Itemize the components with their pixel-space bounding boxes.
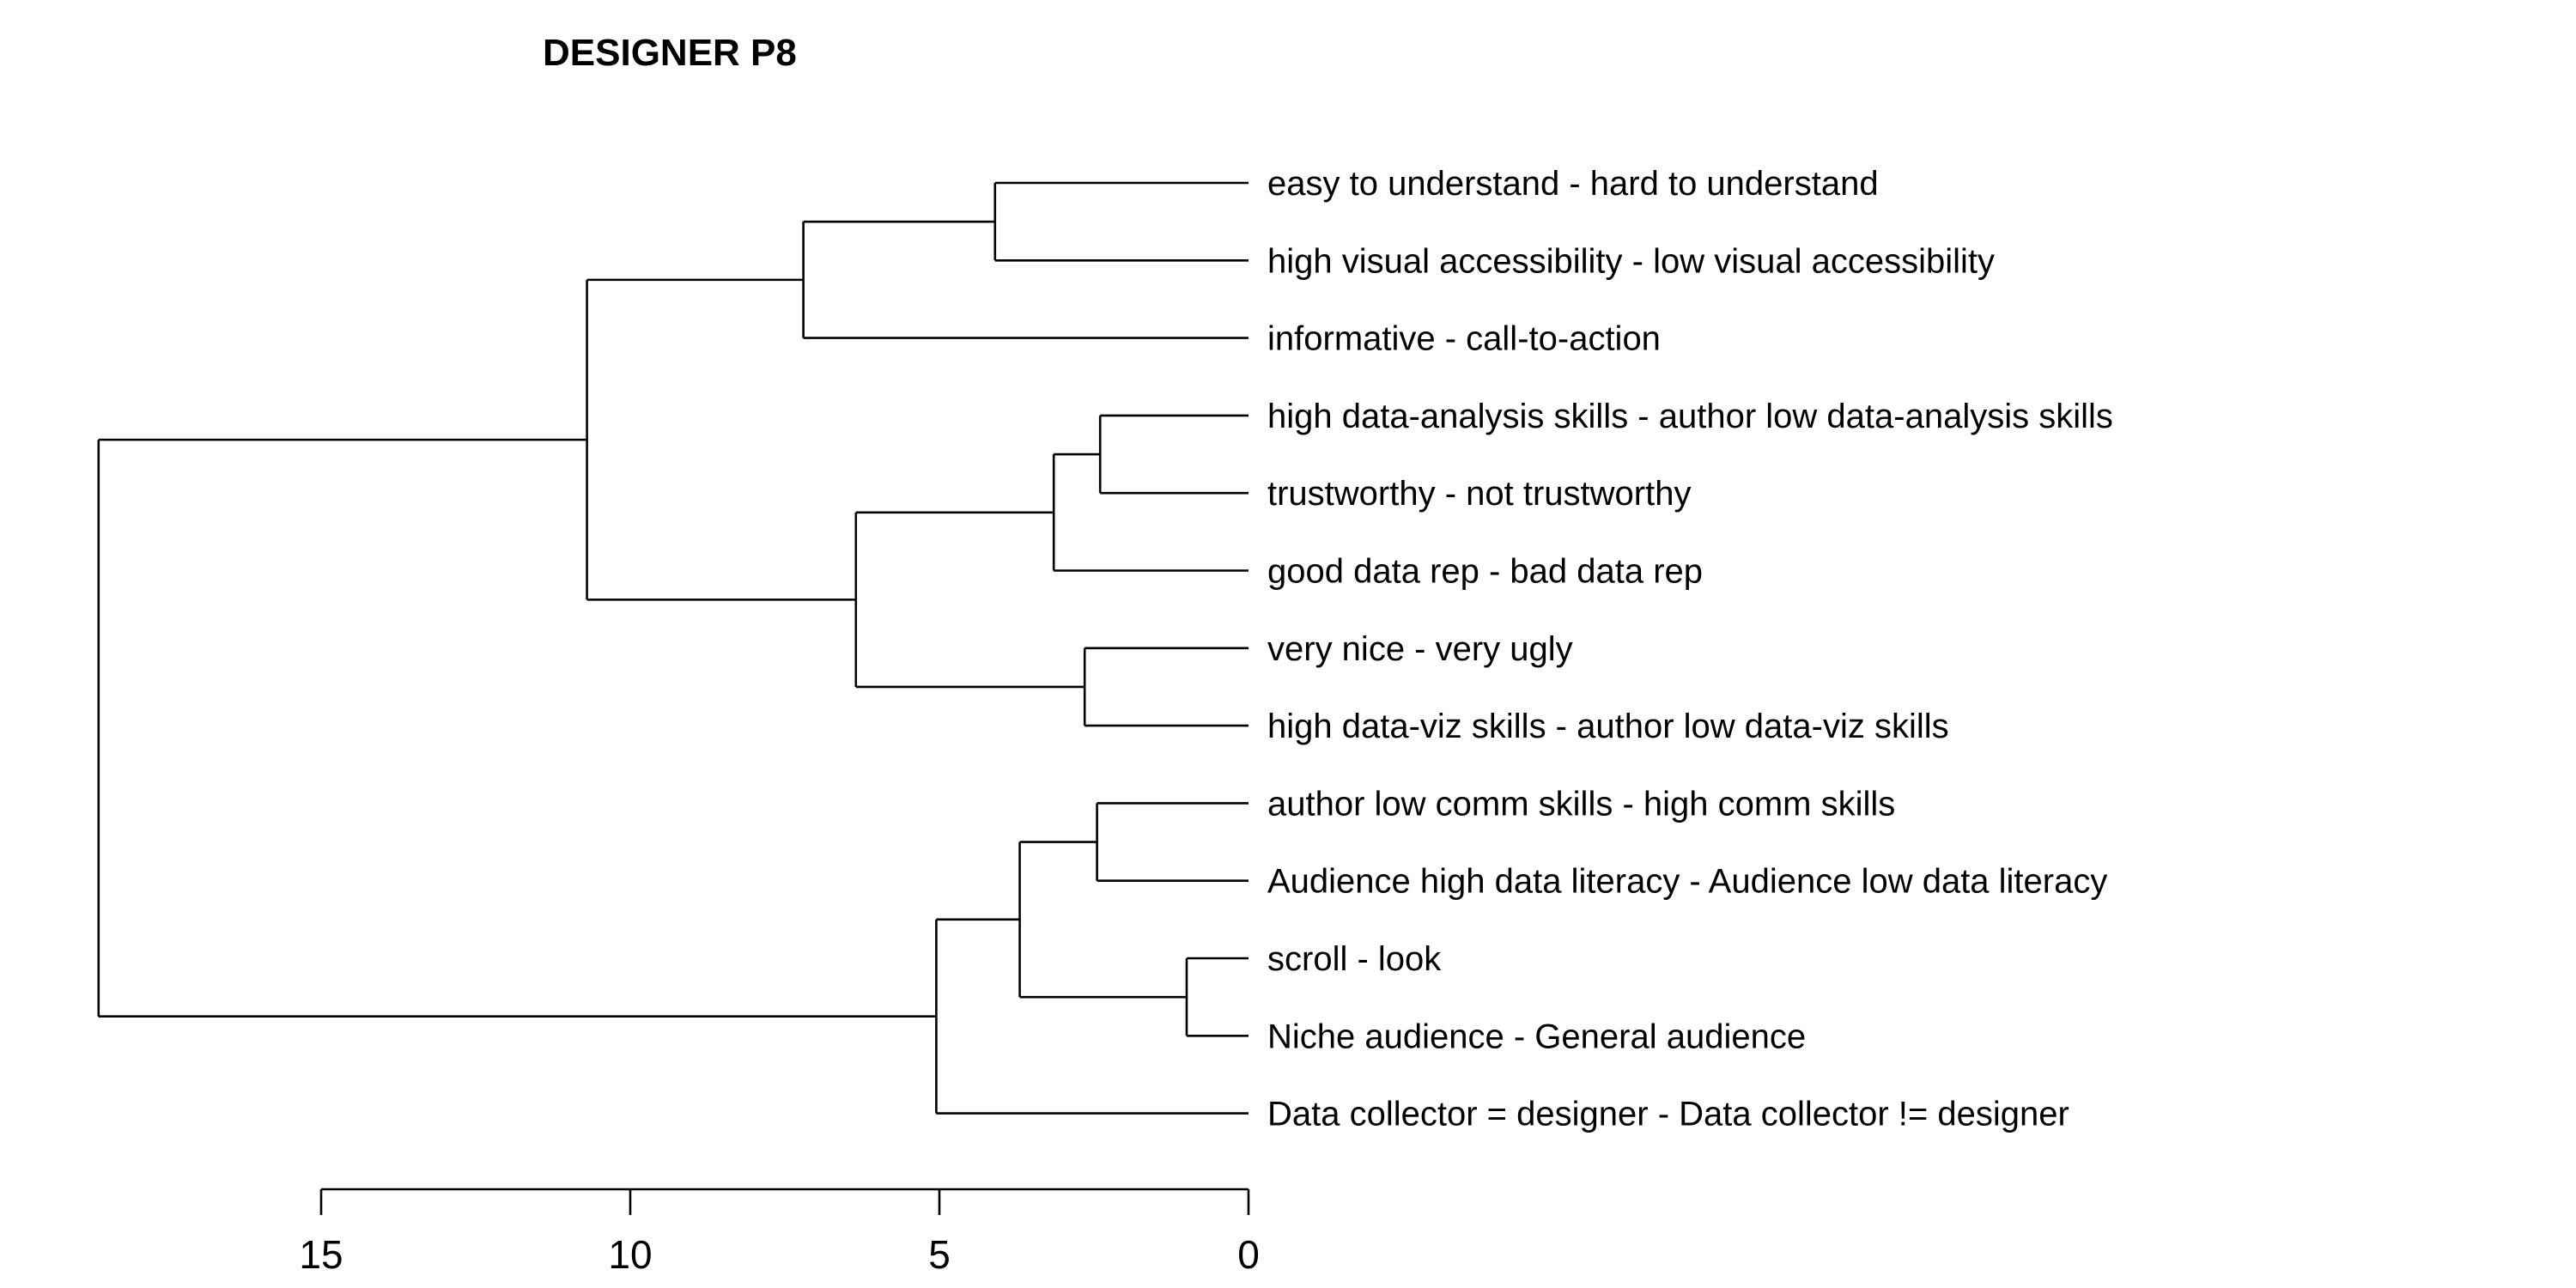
leaf-label-2: informative - call-to-action bbox=[1267, 320, 1661, 358]
dendrogram-branches bbox=[97, 181, 1249, 1115]
chart-title: DESIGNER P8 bbox=[543, 32, 797, 74]
leaf-label-11: Niche audience - General audience bbox=[1267, 1018, 1806, 1055]
x-axis: 15 10 5 0 bbox=[299, 1188, 1260, 1277]
leaf-label-9: Audience high data literacy - Audience l… bbox=[1267, 863, 2107, 901]
leaf-labels: easy to understand - hard to understand h… bbox=[1267, 165, 2113, 1133]
leaf-label-1: high visual accessibility - low visual a… bbox=[1267, 242, 1995, 280]
leaf-label-8: author low comm skills - high comm skill… bbox=[1267, 785, 1895, 823]
leaf-label-3: high data-analysis skills - author low d… bbox=[1267, 398, 2113, 435]
leaf-label-12: Data collector = designer - Data collect… bbox=[1267, 1096, 2069, 1133]
x-tick-label-1: 10 bbox=[608, 1232, 652, 1277]
x-tick-label-0: 15 bbox=[299, 1232, 343, 1277]
leaf-label-5: good data rep - bad data rep bbox=[1267, 553, 1703, 591]
leaf-label-7: high data-viz skills - author low data-v… bbox=[1267, 708, 1949, 745]
leaf-label-6: very nice - very ugly bbox=[1267, 630, 1573, 668]
leaf-label-4: trustworthy - not trustworthy bbox=[1267, 475, 1691, 513]
x-tick-label-2: 5 bbox=[928, 1232, 951, 1277]
x-tick-label-3: 0 bbox=[1237, 1232, 1260, 1277]
leaf-label-10: scroll - look bbox=[1267, 940, 1442, 978]
leaf-label-0: easy to understand - hard to understand bbox=[1267, 165, 1879, 203]
